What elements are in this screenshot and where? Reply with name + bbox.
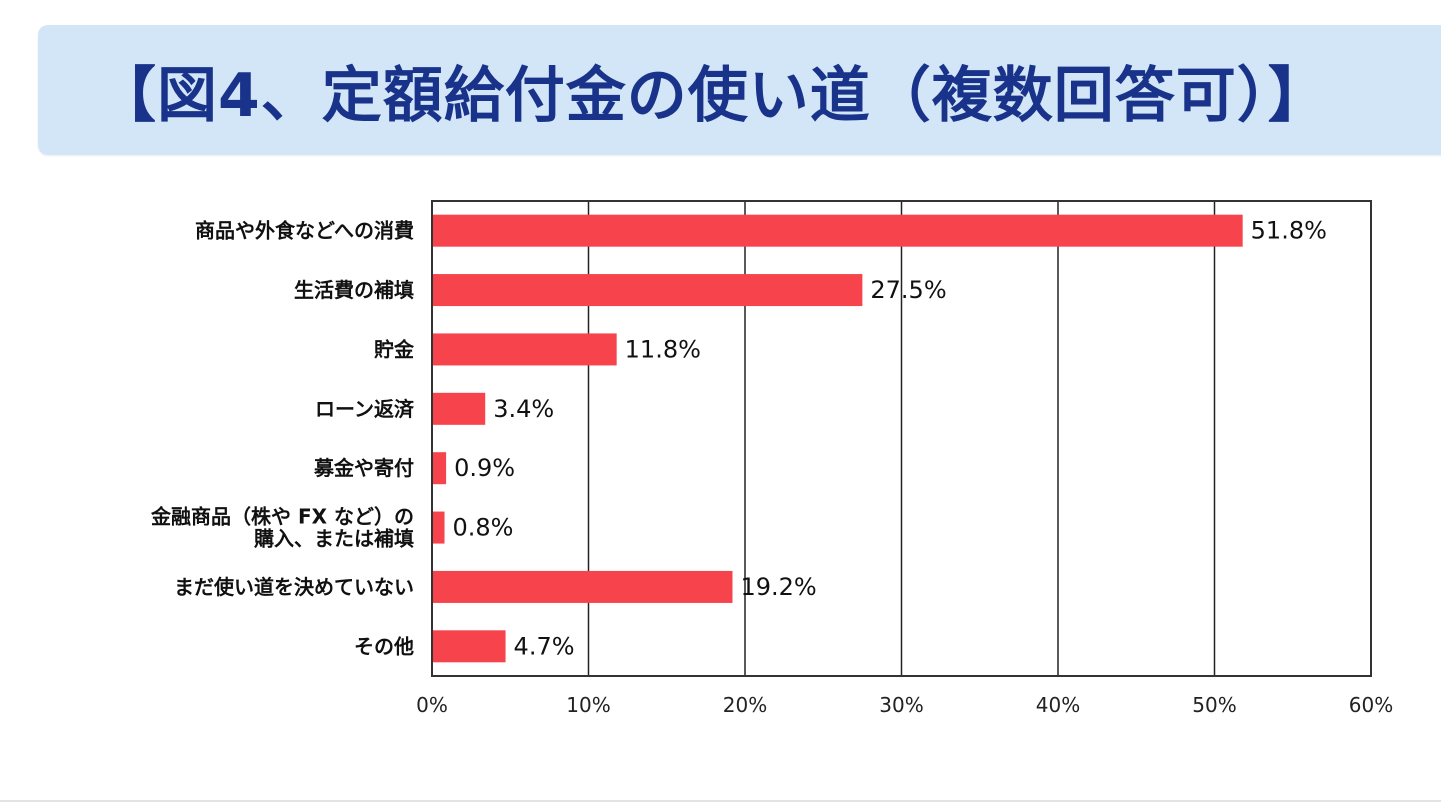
value-label: 19.2% bbox=[740, 573, 816, 601]
x-tick-label: 60% bbox=[1349, 693, 1393, 717]
bars bbox=[433, 214, 1243, 663]
bar bbox=[433, 214, 1243, 247]
value-label: 0.8% bbox=[453, 514, 514, 542]
bar bbox=[433, 630, 506, 663]
x-tick-label: 50% bbox=[1192, 693, 1236, 717]
value-label: 0.9% bbox=[454, 454, 515, 482]
plot-frame bbox=[431, 200, 1372, 677]
x-tick-label: 40% bbox=[1036, 693, 1080, 717]
chart-title: 【図4、定額給付金の使い道（複数回答可）】 bbox=[96, 61, 1329, 131]
category-label: 貯金 bbox=[374, 337, 415, 361]
x-tick-label: 20% bbox=[723, 693, 767, 717]
category-label: その他 bbox=[354, 634, 414, 658]
value-label: 51.8% bbox=[1251, 217, 1327, 245]
category-label: 募金や寄付 bbox=[313, 456, 414, 480]
category-label: まだ使い道を決めていない bbox=[174, 575, 414, 599]
bar bbox=[433, 570, 733, 603]
value-labels: 51.8% 27.5% 11.8% 3.4% 0.9% 0.8% 19.2% 4.7% bbox=[453, 217, 1327, 661]
bar bbox=[433, 511, 445, 544]
category-label: 金融商品（株や FX など）の購入、または補填 bbox=[150, 505, 414, 551]
category-label: 商品や外食などへの消費 bbox=[195, 219, 414, 243]
x-tick-label: 0% bbox=[416, 693, 448, 717]
x-tick-label: 30% bbox=[879, 693, 923, 717]
x-tick-label: 10% bbox=[566, 693, 610, 717]
x-tick-labels: 0% 10% 20% 30% 40% 50% 60% bbox=[416, 693, 1393, 717]
bar bbox=[433, 333, 617, 366]
value-label: 11.8% bbox=[625, 335, 701, 363]
category-label: ローン返済 bbox=[315, 397, 415, 421]
category-label: 生活費の補填 bbox=[294, 278, 414, 302]
bar bbox=[433, 392, 486, 425]
grid-lines bbox=[587, 201, 1216, 676]
bottom-divider bbox=[0, 800, 1441, 802]
bar bbox=[433, 452, 447, 485]
title-banner bbox=[38, 25, 1441, 155]
bar bbox=[433, 274, 863, 307]
value-label: 4.7% bbox=[514, 632, 575, 660]
value-label: 27.5% bbox=[870, 276, 946, 304]
value-label: 3.4% bbox=[493, 395, 554, 423]
